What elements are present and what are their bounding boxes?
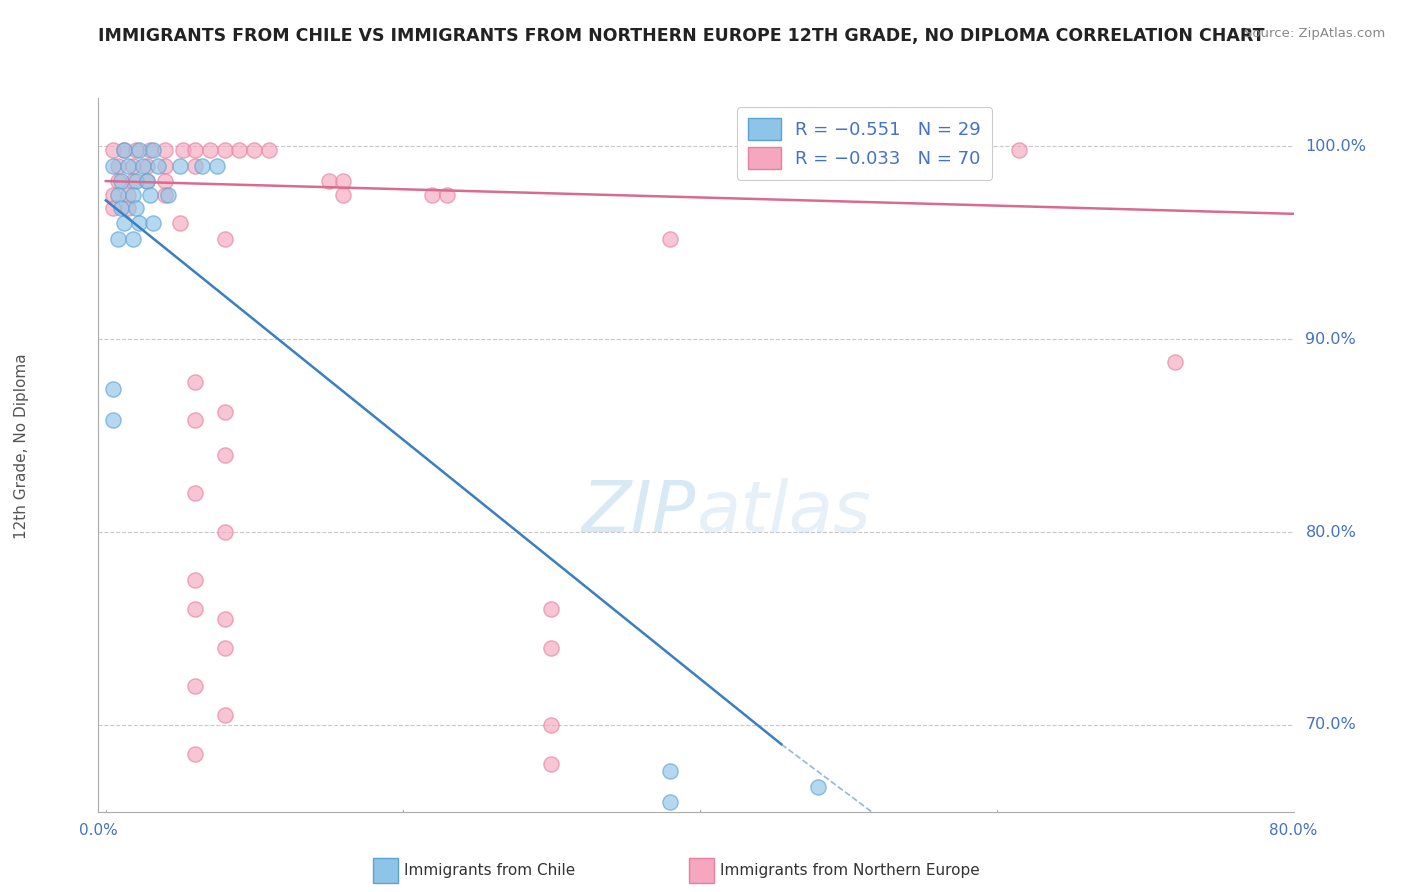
Point (132, 159, 155, 173)
Point (1164, 355, 1187, 369)
Point (136, 174, 159, 188)
Text: Immigrants from Chile: Immigrants from Chile (404, 863, 575, 878)
Point (112, 217, 135, 231)
Point (184, 413, 207, 427)
Point (184, 602, 207, 616)
Point (184, 679, 207, 693)
Point (191, 159, 214, 173)
Point (117, 159, 139, 173)
Text: 80.0%: 80.0% (1270, 823, 1317, 838)
Text: Immigrants from Northern Europe: Immigrants from Northern Europe (720, 863, 980, 878)
Legend: R = −0.551   N = 29, R = −0.033   N = 70: R = −0.551 N = 29, R = −0.033 N = 70 (737, 107, 991, 180)
Point (124, 143, 146, 157)
Text: 12th Grade, No Diploma: 12th Grade, No Diploma (14, 353, 28, 539)
Point (112, 143, 135, 157)
Point (205, 159, 228, 173)
Point (103, 143, 125, 157)
Point (184, 574, 207, 588)
Point (436, 187, 458, 202)
Point (117, 187, 139, 202)
Point (214, 524, 236, 539)
Point (124, 201, 146, 215)
Point (332, 174, 354, 188)
Point (257, 143, 280, 157)
Point (184, 747, 207, 761)
Point (103, 413, 125, 427)
Point (169, 159, 191, 173)
Point (214, 232, 236, 246)
Point (422, 187, 444, 202)
Text: 80.0%: 80.0% (1305, 524, 1357, 540)
Point (121, 232, 143, 246)
Point (128, 217, 150, 231)
Point (136, 174, 159, 188)
Text: ZIP: ZIP (582, 477, 696, 547)
Point (107, 187, 129, 202)
Point (184, 159, 207, 173)
Point (540, 718, 562, 732)
Point (184, 486, 207, 500)
Point (214, 612, 236, 626)
Point (107, 232, 129, 246)
Point (1008, 143, 1031, 157)
Point (184, 143, 207, 157)
Point (184, 375, 207, 389)
Point (124, 174, 146, 188)
Point (103, 187, 125, 202)
Point (169, 217, 191, 231)
Point (110, 174, 132, 188)
Text: 100.0%: 100.0% (1305, 139, 1367, 153)
Point (112, 143, 135, 157)
Point (807, 780, 830, 794)
Point (142, 143, 165, 157)
Point (214, 143, 236, 157)
Point (155, 174, 177, 188)
Point (659, 795, 682, 809)
Point (659, 764, 682, 779)
Point (318, 174, 340, 188)
Point (214, 640, 236, 655)
Point (198, 143, 221, 157)
Text: 70.0%: 70.0% (1305, 717, 1357, 732)
Point (139, 143, 162, 157)
Text: IMMIGRANTS FROM CHILE VS IMMIGRANTS FROM NORTHERN EUROPE 12TH GRADE, NO DIPLOMA : IMMIGRANTS FROM CHILE VS IMMIGRANTS FROM… (98, 27, 1265, 45)
Point (172, 143, 194, 157)
Point (155, 187, 177, 202)
Point (103, 201, 125, 215)
Point (540, 756, 562, 771)
Point (107, 174, 129, 188)
Text: 90.0%: 90.0% (1305, 332, 1357, 347)
Point (139, 187, 162, 202)
Point (121, 187, 143, 202)
Point (155, 143, 177, 157)
Point (155, 159, 177, 173)
Point (540, 640, 562, 655)
Point (107, 159, 129, 173)
Point (103, 159, 125, 173)
Point (228, 143, 250, 157)
Point (332, 187, 354, 202)
Point (659, 232, 682, 246)
Point (121, 174, 143, 188)
Point (117, 201, 139, 215)
Point (128, 143, 150, 157)
Text: 0.0%: 0.0% (79, 823, 118, 838)
Text: Source: ZipAtlas.com: Source: ZipAtlas.com (1244, 27, 1385, 40)
Point (146, 159, 169, 173)
Point (157, 187, 180, 202)
Point (243, 143, 266, 157)
Point (136, 159, 159, 173)
Point (103, 382, 125, 396)
Point (110, 201, 132, 215)
Point (121, 159, 143, 173)
Point (214, 405, 236, 419)
Text: atlas: atlas (696, 477, 870, 547)
Point (142, 217, 165, 231)
Point (214, 448, 236, 462)
Point (540, 602, 562, 616)
Point (214, 708, 236, 723)
